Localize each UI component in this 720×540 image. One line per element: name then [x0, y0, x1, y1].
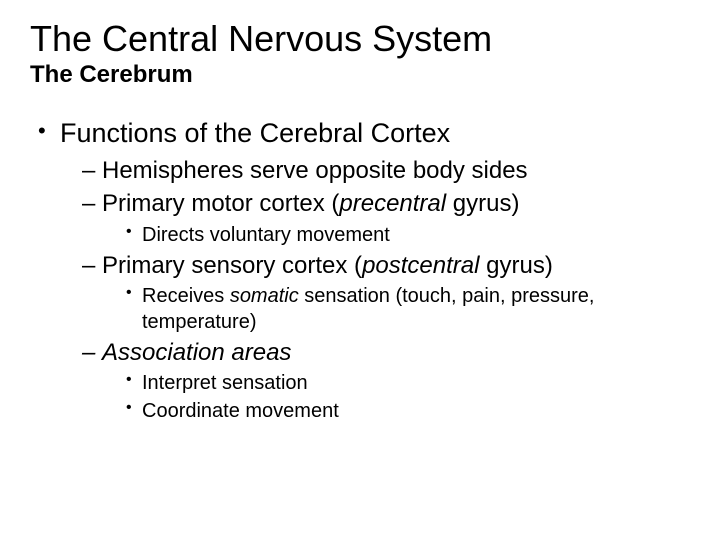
list-item: Primary motor cortex (precentral gyrus) … — [82, 188, 690, 247]
list-item: Receives somatic sensation (touch, pain,… — [126, 283, 690, 335]
italic-text: somatic — [230, 285, 299, 307]
italic-text: postcentral — [362, 252, 479, 279]
bullet-list-level2: Hemispheres serve opposite body sides Pr… — [60, 155, 690, 424]
item-text: Hemispheres serve opposite body sides — [102, 157, 528, 184]
list-item: Interpret sensation — [126, 370, 690, 396]
italic-text: precentral — [339, 190, 446, 217]
item-text: Coordinate movement — [142, 400, 339, 422]
item-text: Association areas — [102, 339, 291, 366]
item-text: gyrus) — [479, 252, 552, 279]
list-item: Directs voluntary movement — [126, 222, 690, 248]
heading-text: Functions of the Cerebral Cortex — [60, 118, 450, 148]
item-text: Directs voluntary movement — [142, 224, 390, 246]
item-text: Primary sensory cortex ( — [102, 252, 362, 279]
list-item: Hemispheres serve opposite body sides — [82, 155, 690, 186]
item-text: Primary motor cortex ( — [102, 190, 339, 217]
item-text: Interpret sensation — [142, 372, 308, 394]
list-item: Functions of the Cerebral Cortex Hemisph… — [38, 117, 690, 424]
bullet-list-level3: Interpret sensation Coordinate movement — [102, 370, 690, 424]
list-item: Coordinate movement — [126, 398, 690, 424]
bullet-list-level3: Directs voluntary movement — [102, 222, 690, 248]
bullet-list-level3: Receives somatic sensation (touch, pain,… — [102, 283, 690, 335]
item-text: gyrus) — [446, 190, 519, 217]
list-item: Association areas Interpret sensation Co… — [82, 337, 690, 424]
item-text: Receives — [142, 285, 230, 307]
slide-title: The Central Nervous System — [30, 18, 690, 59]
slide-subtitle: The Cerebrum — [30, 61, 690, 89]
list-item: Primary sensory cortex (postcentral gyru… — [82, 250, 690, 335]
slide-container: The Central Nervous System The Cerebrum … — [0, 0, 720, 424]
bullet-list-level1: Functions of the Cerebral Cortex Hemisph… — [30, 117, 690, 424]
